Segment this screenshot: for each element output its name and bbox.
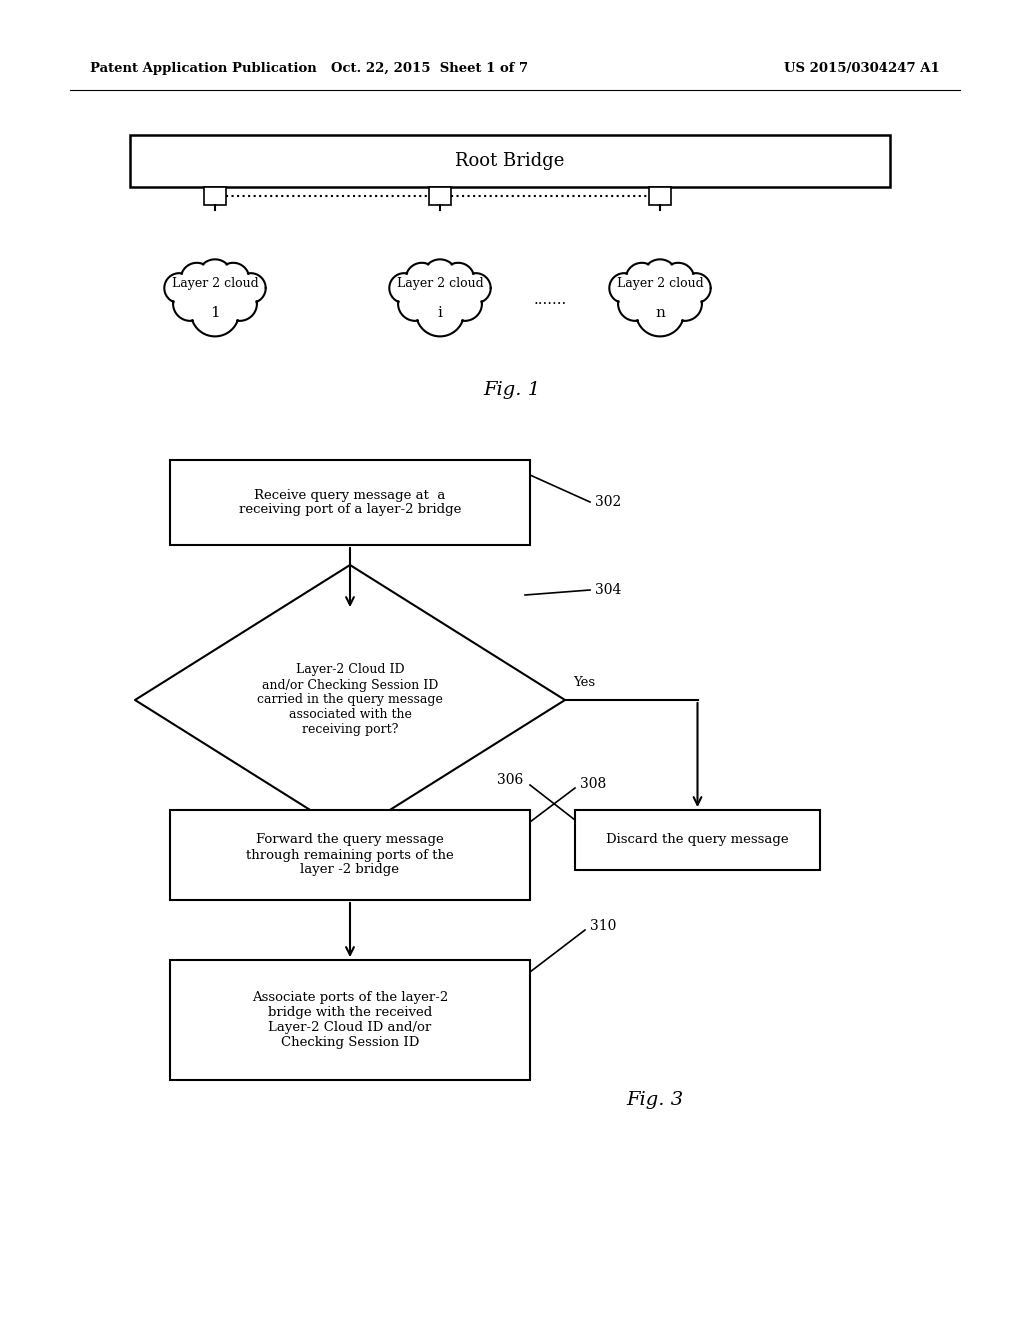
Circle shape — [626, 263, 657, 294]
Text: 302: 302 — [595, 495, 622, 510]
Circle shape — [180, 263, 213, 294]
Text: n: n — [655, 306, 665, 319]
Text: No: No — [365, 853, 384, 866]
Circle shape — [461, 273, 490, 304]
Bar — [204, 187, 226, 205]
Circle shape — [663, 263, 694, 294]
Circle shape — [406, 263, 438, 294]
Text: i: i — [437, 306, 442, 319]
Text: Yes: Yes — [573, 676, 595, 689]
Text: Discard the query message: Discard the query message — [606, 833, 788, 846]
Text: 310: 310 — [590, 919, 616, 933]
Polygon shape — [135, 565, 565, 836]
Text: Layer 2 cloud: Layer 2 cloud — [616, 276, 703, 289]
Text: .......: ....... — [534, 293, 566, 308]
Circle shape — [164, 273, 195, 304]
Text: Layer 2 cloud: Layer 2 cloud — [172, 276, 258, 289]
Text: Forward the query message
through remaining ports of the
layer -2 bridge: Forward the query message through remain… — [246, 833, 454, 876]
Text: Patent Application Publication: Patent Application Publication — [90, 62, 316, 75]
Text: 1: 1 — [210, 306, 220, 319]
Circle shape — [681, 273, 711, 304]
Circle shape — [173, 286, 208, 321]
Text: Receive query message at  a
receiving port of a layer-2 bridge: Receive query message at a receiving por… — [239, 488, 461, 516]
Circle shape — [198, 259, 232, 294]
Circle shape — [609, 273, 639, 304]
Circle shape — [222, 286, 257, 321]
Text: Root Bridge: Root Bridge — [456, 152, 564, 170]
Circle shape — [423, 259, 458, 294]
Circle shape — [217, 263, 249, 294]
Text: Layer-2 Cloud ID
and/or Checking Session ID
carried in the query message
associa: Layer-2 Cloud ID and/or Checking Session… — [257, 664, 443, 737]
Bar — [170, 960, 530, 1080]
Text: 306: 306 — [497, 774, 523, 787]
Circle shape — [643, 259, 677, 294]
Text: Fig. 1: Fig. 1 — [483, 381, 541, 399]
Circle shape — [442, 263, 474, 294]
Text: Layer 2 cloud: Layer 2 cloud — [396, 276, 483, 289]
Bar — [170, 810, 530, 900]
Circle shape — [416, 288, 464, 337]
Circle shape — [236, 273, 265, 304]
Text: Oct. 22, 2015  Sheet 1 of 7: Oct. 22, 2015 Sheet 1 of 7 — [332, 62, 528, 75]
Text: US 2015/0304247 A1: US 2015/0304247 A1 — [784, 62, 940, 75]
Text: Fig. 3: Fig. 3 — [627, 1092, 684, 1109]
Bar — [170, 459, 530, 545]
Bar — [575, 810, 820, 870]
Circle shape — [636, 288, 684, 337]
Bar — [130, 135, 890, 187]
Circle shape — [668, 286, 701, 321]
Circle shape — [398, 286, 432, 321]
Circle shape — [618, 286, 652, 321]
Circle shape — [389, 273, 419, 304]
Circle shape — [190, 288, 240, 337]
Text: Associate ports of the layer-2
bridge with the received
Layer-2 Cloud ID and/or
: Associate ports of the layer-2 bridge wi… — [252, 991, 449, 1049]
Bar — [429, 187, 451, 205]
Circle shape — [447, 286, 482, 321]
Bar — [649, 187, 671, 205]
Text: 308: 308 — [580, 777, 606, 791]
Text: 304: 304 — [595, 583, 622, 597]
